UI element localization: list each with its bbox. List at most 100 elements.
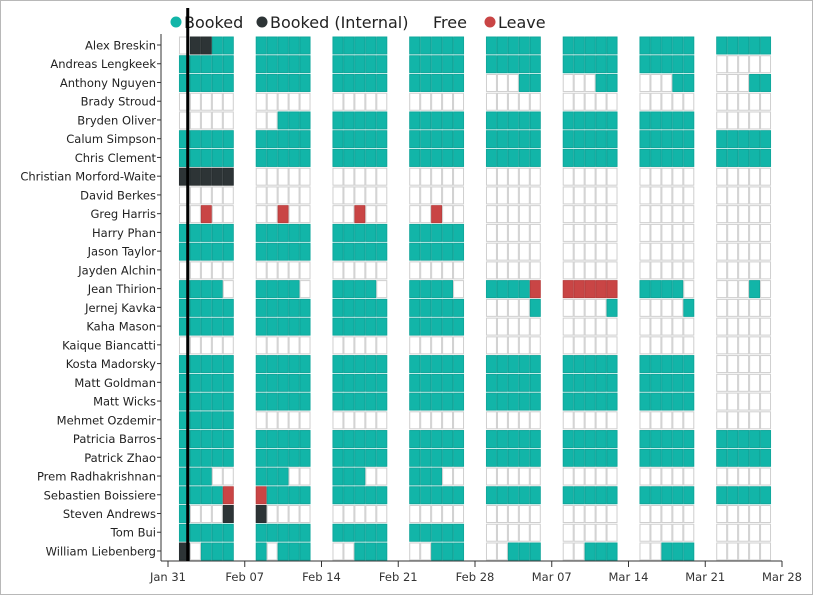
cell-border [442,448,453,467]
cell-f [573,261,585,280]
cell-f [409,336,421,355]
cell-border [354,317,366,336]
cell-f [529,336,541,355]
cell-border [453,523,464,542]
cell-f [760,55,772,74]
cell-border [573,486,585,505]
x-tick-label: Mar 14 [609,570,649,584]
cell-border [453,486,464,505]
cell-f [178,111,190,130]
cell-b [518,373,530,392]
cell-border [595,130,607,148]
row-label: Bryden Oliver [77,113,156,127]
cell-f [266,505,278,523]
cell-f [716,542,728,561]
cell-border [201,392,212,411]
cell-b [573,392,585,411]
cell-border [486,448,497,467]
cell-b [595,36,607,55]
cell-border [639,374,651,392]
cell-f [650,167,662,186]
cell-border [190,149,201,167]
cell-border [431,523,442,542]
cell-border [486,149,497,167]
cell-b [496,148,508,167]
cell-b [507,430,519,449]
cell-b [496,373,508,392]
cell-border [409,486,420,505]
cell-b [639,55,651,74]
cell-f [738,167,750,186]
cell-border [453,149,464,167]
cell-b [595,73,607,92]
cell-border [716,130,727,148]
cell-b [299,130,311,149]
cell-f [672,523,684,542]
cell-b [442,55,454,74]
cell-border [299,430,311,448]
cell-border [332,430,344,448]
cell-b [266,280,278,299]
cell-b [661,430,673,449]
cell-f [749,55,761,74]
cell-b [529,486,541,505]
cell-b [420,373,432,392]
cell-border [179,467,190,486]
cell-b [562,111,574,130]
cell-f [716,505,728,523]
cell-b [518,111,530,130]
cell-f [727,205,739,224]
cell-b [288,148,300,167]
cell-border [562,130,574,148]
cell-border [288,242,300,261]
cell-border [299,224,311,242]
cell-f [529,411,541,430]
cell-border [584,486,596,505]
cell-b [277,430,289,449]
cell-b [365,242,377,261]
cell-f [299,336,311,355]
cell-b [661,355,673,374]
cell-b [595,55,607,74]
cell-b [584,355,596,374]
row-label: Steven Andrews [63,507,156,521]
cell-border [179,74,190,92]
cell-border [354,486,366,505]
cell-border [266,467,278,486]
cell-b [211,486,223,505]
cell-f [639,73,651,92]
cell-b [672,392,684,411]
cell-border [508,355,519,373]
cell-b [255,55,267,74]
cell-b [420,523,432,542]
cell-f [562,336,574,355]
cell-f [431,411,443,430]
cell-border [354,392,366,411]
cell-f [518,92,530,111]
cell-f [716,111,728,130]
cell-border [584,55,596,74]
cell-border [420,392,431,411]
cell-f [595,505,607,523]
cell-b [496,355,508,374]
cell-f [650,336,662,355]
cell-b [354,373,366,392]
cell-b [650,130,662,149]
cell-f [222,467,234,486]
cell-b [277,298,289,317]
cell-border [584,355,596,373]
cell-b [453,373,465,392]
cell-f [639,261,651,280]
cell-b [178,392,190,411]
cell-f [727,505,739,523]
cell-b [507,111,519,130]
cell-border [343,299,355,317]
cell-f [727,186,739,205]
cell-border [179,242,190,261]
legend-label: Free [433,13,467,32]
cell-f [277,336,289,355]
cell-f [431,505,443,523]
cell-b [683,298,695,317]
cell-border [365,317,377,336]
cell-f [606,167,618,186]
